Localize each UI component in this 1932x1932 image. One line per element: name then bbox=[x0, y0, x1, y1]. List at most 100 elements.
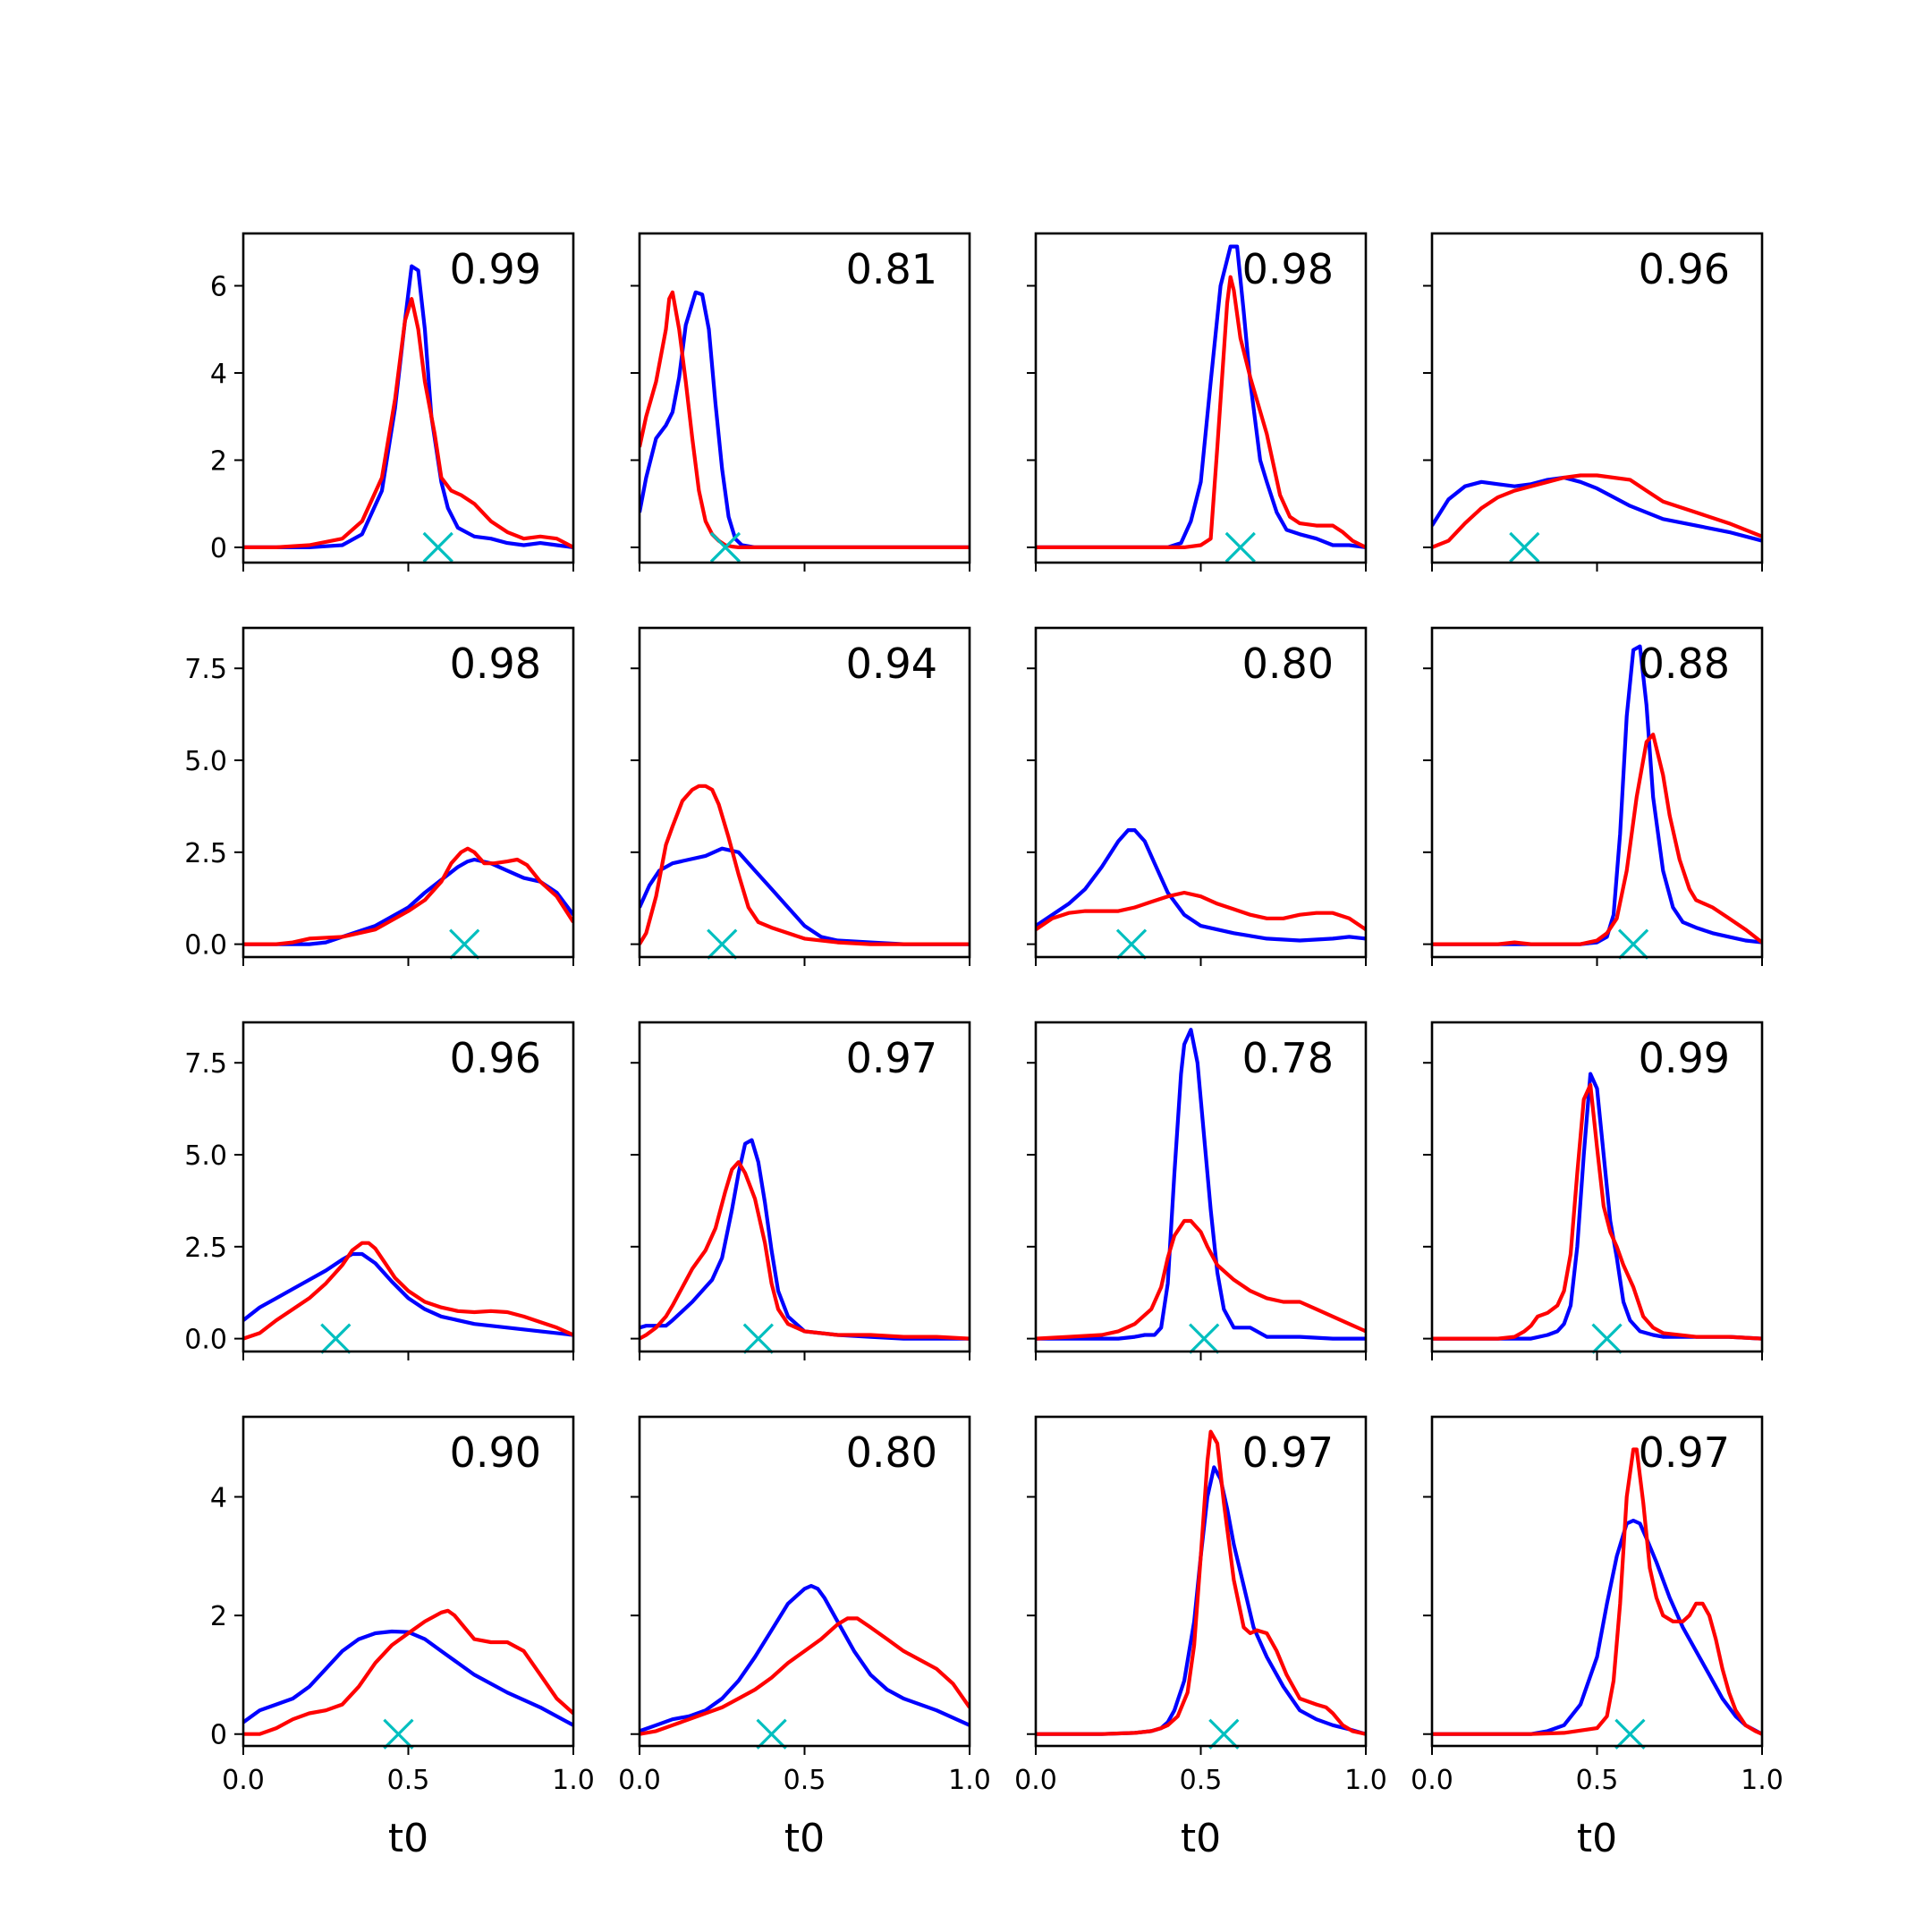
corner-value-label: 0.97 bbox=[846, 1034, 937, 1082]
x-tick-label: 1.0 bbox=[552, 1765, 595, 1796]
x-tick-label: 1.0 bbox=[1344, 1765, 1387, 1796]
corner-value-label: 0.94 bbox=[846, 640, 937, 688]
series-line-2 bbox=[243, 846, 573, 946]
reference-marker bbox=[1189, 1323, 1220, 1354]
subplot-3-3: 0.78 bbox=[1027, 1021, 1368, 1360]
y-tick-label: 4 bbox=[210, 1483, 227, 1514]
reference-marker bbox=[1509, 531, 1540, 564]
x-axis-label: t0 bbox=[388, 1816, 428, 1861]
y-tick-label: 2 bbox=[210, 445, 227, 477]
x-tick-label: 0.5 bbox=[784, 1765, 826, 1796]
y-tick-label: 0.0 bbox=[184, 1325, 227, 1356]
reference-marker bbox=[449, 928, 480, 960]
y-tick-label: 6 bbox=[210, 271, 227, 302]
y-tick-label: 0.0 bbox=[184, 930, 227, 962]
reference-marker bbox=[1224, 531, 1256, 564]
y-tick-label: 2.5 bbox=[184, 1233, 227, 1264]
series-line-1 bbox=[243, 857, 573, 946]
subplot-2-1: 0.0 2.5 5.0 7.5 0.98 bbox=[184, 626, 575, 966]
y-tick-label: 0 bbox=[210, 1720, 227, 1751]
corner-value-label: 0.97 bbox=[1242, 1428, 1334, 1477]
series-line-1 bbox=[640, 846, 970, 946]
subplot-2-3: 0.80 bbox=[1027, 626, 1368, 966]
y-tick-label: 0 bbox=[210, 533, 227, 564]
subplot-2-2: 0.94 bbox=[631, 626, 971, 966]
series-line-2 bbox=[243, 297, 573, 550]
corner-value-label: 0.80 bbox=[1242, 640, 1334, 688]
subplot-3-1: 0.0 2.5 5.0 7.5 0.96 bbox=[184, 1021, 575, 1360]
x-tick-label: 0.0 bbox=[222, 1765, 265, 1796]
reference-marker bbox=[1617, 928, 1649, 960]
series-line-1 bbox=[640, 1138, 970, 1341]
series-line-2 bbox=[640, 290, 970, 550]
reference-marker bbox=[1614, 1718, 1646, 1750]
series-line-2 bbox=[243, 1608, 573, 1736]
series-line-1 bbox=[1036, 1028, 1366, 1341]
corner-value-label: 0.98 bbox=[450, 640, 541, 688]
series-line-2 bbox=[640, 784, 970, 946]
x-tick-label: 0.0 bbox=[1411, 1765, 1453, 1796]
reference-marker bbox=[320, 1323, 352, 1354]
corner-value-label: 0.80 bbox=[846, 1428, 937, 1477]
series-line-2 bbox=[1432, 1447, 1762, 1736]
series-line-1 bbox=[1036, 244, 1366, 550]
corner-value-label: 0.78 bbox=[1242, 1034, 1334, 1082]
y-tick-label: 7.5 bbox=[184, 654, 227, 685]
x-tick-label: 0.0 bbox=[1014, 1765, 1057, 1796]
corner-value-label: 0.99 bbox=[1639, 1034, 1730, 1082]
series-line-1 bbox=[243, 1251, 573, 1337]
subplot-1-2: 0.81 bbox=[631, 232, 971, 572]
reference-marker bbox=[1208, 1718, 1240, 1750]
x-tick-label: 1.0 bbox=[948, 1765, 991, 1796]
corner-value-label: 0.99 bbox=[450, 245, 541, 293]
subplot-4-4: 0.0 0.5 1.0 t0 0.97 bbox=[1411, 1415, 1784, 1861]
series-line-1 bbox=[1036, 1465, 1366, 1736]
y-tick-label: 5.0 bbox=[184, 746, 227, 777]
reference-marker bbox=[709, 531, 741, 564]
subplot-1-4: 0.96 bbox=[1423, 232, 1764, 572]
reference-marker bbox=[1115, 928, 1148, 960]
series-line-1 bbox=[1036, 827, 1366, 943]
y-tick-label: 2 bbox=[210, 1601, 227, 1632]
series-line-1 bbox=[1432, 644, 1762, 946]
corner-value-label: 0.97 bbox=[1639, 1428, 1730, 1477]
subplot-4-2: 0.0 0.5 1.0 t0 0.80 bbox=[618, 1415, 991, 1861]
y-tick-label: 5.0 bbox=[184, 1140, 227, 1172]
series-line-2 bbox=[1432, 1082, 1762, 1341]
series-line-1 bbox=[243, 1629, 573, 1727]
subplot-3-2: 0.97 bbox=[631, 1021, 971, 1360]
x-tick-label: 1.0 bbox=[1741, 1765, 1784, 1796]
series-line-1 bbox=[1432, 1072, 1762, 1341]
subplot-3-4: 0.99 bbox=[1423, 1021, 1764, 1360]
reference-marker bbox=[422, 531, 453, 564]
series-line-1 bbox=[640, 1583, 970, 1733]
reference-marker bbox=[1591, 1323, 1623, 1354]
reference-marker bbox=[383, 1718, 414, 1750]
x-tick-label: 0.5 bbox=[1576, 1765, 1619, 1796]
subplot-1-3: 0.98 bbox=[1027, 232, 1368, 572]
x-tick-label: 0.5 bbox=[1180, 1765, 1223, 1796]
subplot-2-4: 0.88 bbox=[1423, 626, 1764, 966]
x-tick-label: 0.5 bbox=[387, 1765, 430, 1796]
corner-value-label: 0.90 bbox=[450, 1428, 541, 1477]
x-axis-label: t0 bbox=[784, 1816, 825, 1861]
series-line-2 bbox=[640, 1160, 970, 1341]
y-tick-label: 4 bbox=[210, 359, 227, 390]
y-tick-label: 2.5 bbox=[184, 838, 227, 869]
corner-value-label: 0.81 bbox=[846, 245, 937, 293]
series-line-2 bbox=[1432, 473, 1762, 549]
y-tick-label: 7.5 bbox=[184, 1048, 227, 1080]
subplot-4-3: 0.0 0.5 1.0 t0 0.97 bbox=[1014, 1415, 1387, 1861]
series-line-2 bbox=[1036, 275, 1366, 550]
series-line-1 bbox=[1432, 1518, 1762, 1736]
corner-value-label: 0.88 bbox=[1639, 640, 1730, 688]
subplot-4-1: 0 2 4 0.0 0.5 1.0 t0 0.90 bbox=[210, 1415, 595, 1861]
series-line-2 bbox=[640, 1616, 970, 1736]
x-axis-label: t0 bbox=[1181, 1816, 1221, 1861]
series-line-2 bbox=[1432, 733, 1762, 946]
reference-marker bbox=[756, 1718, 787, 1750]
x-axis-label: t0 bbox=[1577, 1816, 1617, 1861]
corner-value-label: 0.96 bbox=[1639, 245, 1730, 293]
x-tick-label: 0.0 bbox=[618, 1765, 661, 1796]
series-line-1 bbox=[243, 264, 573, 550]
